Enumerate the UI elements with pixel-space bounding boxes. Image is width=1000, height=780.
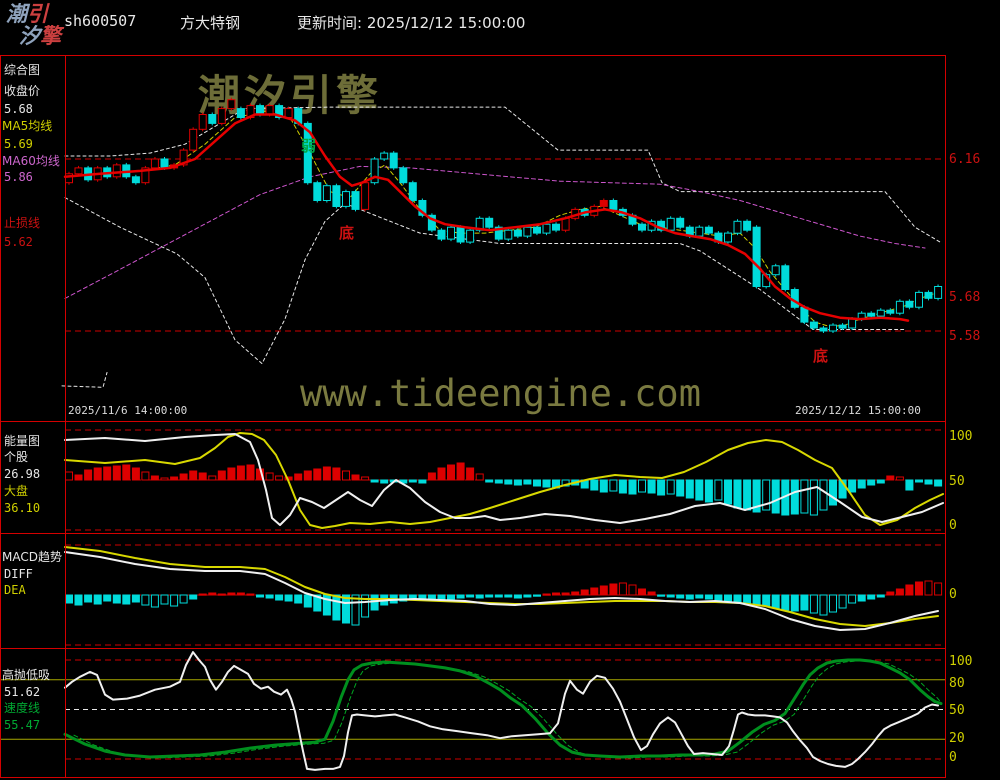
close-value: 5.68 [4, 102, 33, 116]
speed-axis-tick: 50 [949, 703, 965, 718]
speedline-value: 55.47 [4, 718, 41, 732]
energy-stock-label: 个股 [4, 450, 29, 464]
market-line [64, 432, 944, 529]
stoploss-value: 5.62 [4, 235, 33, 249]
speedline-label: 速度线 [4, 701, 41, 715]
diff-label: DIFF [4, 567, 33, 581]
dea-label: DEA [4, 583, 26, 597]
logo-char: 擎 [40, 23, 61, 48]
stock-name: 方大特钢 [180, 14, 241, 32]
energy-axis-tick: 50 [949, 474, 965, 489]
watermark-url: www.tideengine.com [300, 372, 701, 415]
speed-axis-tick: 0 [949, 750, 957, 765]
macd-title: MACD趋势 [2, 550, 62, 564]
main-axis-tick: 5.58 [949, 329, 981, 344]
energy-stock-value: 26.98 [4, 467, 41, 481]
energy-market-value: 36.10 [4, 501, 41, 515]
dea-line [64, 546, 939, 627]
stock-symbol: sh600507 [64, 12, 137, 30]
stoploss-label: 止损线 [4, 216, 41, 230]
ma60-label: MA60均线 [2, 154, 60, 168]
band-lower [64, 197, 906, 365]
ma60-value: 5.86 [4, 170, 33, 184]
chart-annotation: 弱 [301, 137, 316, 155]
date-end: 2025/12/12 15:00:00 [795, 404, 921, 417]
main-title: 综合图 [4, 63, 41, 77]
chart-annotation: 底 [813, 347, 828, 365]
update-time: 更新时间: 2025/12/12 15:00:00 [297, 14, 526, 32]
speed-axis-tick: 100 [949, 654, 973, 669]
top-bar: 潮引 汐擎 sh600507 方大特钢 更新时间: 2025/12/12 15:… [0, 0, 1000, 55]
main-axis-tick: 6.16 [949, 152, 981, 167]
ma5-label: MA5均线 [2, 119, 53, 133]
logo-char: 汐 [19, 23, 40, 48]
speed-title: 高抛低吸 [2, 668, 51, 682]
speed-line [63, 658, 943, 759]
speed-axis-tick: 80 [949, 676, 965, 691]
ma5-value: 5.69 [4, 137, 33, 151]
tide-engine-logo: 潮引 汐擎 [6, 3, 61, 47]
speed-dash [73, 660, 942, 759]
panel-frame [0, 55, 946, 778]
energy-axis-tick: 100 [949, 429, 973, 444]
main-osc-line [64, 651, 939, 771]
date-start: 2025/11/6 14:00:00 [68, 404, 188, 417]
main-axis-tick: 5.68 [949, 290, 981, 305]
speed-main-value: 51.62 [4, 685, 41, 699]
band-upper [64, 106, 941, 243]
energy-market-label: 大盘 [4, 484, 29, 498]
band-mini [61, 372, 108, 388]
energy-histogram [65, 462, 943, 516]
chart-annotation: 底 [339, 224, 354, 242]
stock-line [64, 433, 944, 526]
ma-main [63, 113, 910, 322]
energy-axis-tick: 0 [949, 518, 957, 533]
energy-panel-layer [64, 429, 945, 531]
close-label: 收盘价 [4, 84, 41, 98]
energy-title: 能量图 [4, 434, 41, 448]
speed-panel-layer [0, 651, 945, 771]
speed-axis-tick: 20 [949, 731, 965, 746]
diff-line [64, 551, 939, 631]
main-panel-layer: 弱底底 [61, 97, 945, 388]
logo-char: 潮 [6, 1, 27, 26]
ma60 [64, 165, 926, 299]
macd-axis-tick: 0 [949, 587, 957, 602]
candlesticks [65, 97, 943, 333]
logo-char: 引 [27, 1, 48, 26]
macd-panel-layer [64, 544, 945, 646]
